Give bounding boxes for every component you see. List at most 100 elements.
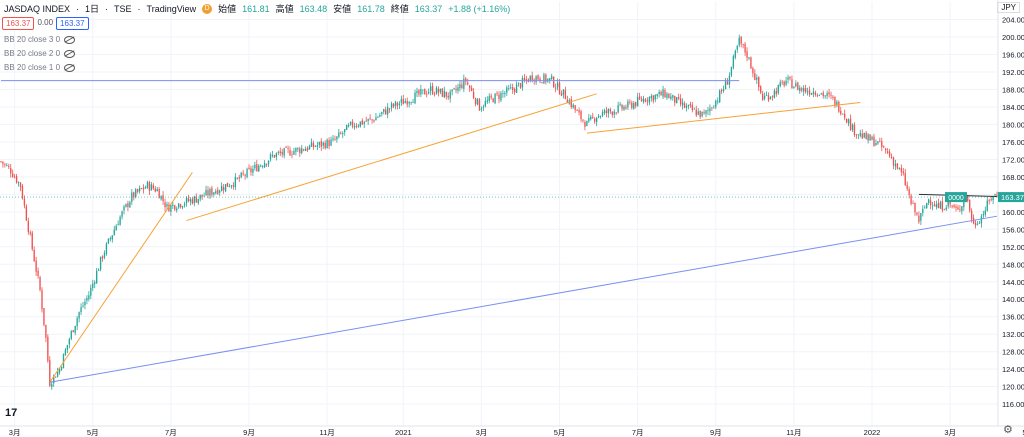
candle <box>111 235 113 240</box>
y-tick-label: 136.00 <box>1002 313 1024 322</box>
gear-icon[interactable]: ⚙ <box>1003 424 1013 436</box>
candle <box>107 238 110 244</box>
candle <box>685 105 688 108</box>
candle <box>144 187 147 189</box>
candle <box>539 78 541 82</box>
candle <box>638 96 641 99</box>
candle <box>525 78 528 80</box>
sell-price-box[interactable]: 163.37 <box>2 17 35 30</box>
candle <box>814 92 817 95</box>
candle <box>172 204 174 206</box>
candle <box>416 90 418 94</box>
candle <box>281 151 283 155</box>
symbol-name[interactable]: JASDAQ INDEX <box>4 3 71 14</box>
candle <box>910 195 912 204</box>
candle <box>726 81 729 85</box>
candle <box>760 86 762 93</box>
eye-hidden-icon[interactable] <box>64 35 76 44</box>
candle <box>6 165 8 167</box>
candle <box>898 167 901 169</box>
candle <box>164 202 166 208</box>
x-tick-label: 7月 <box>632 428 644 437</box>
candle <box>820 93 822 95</box>
candle <box>584 121 586 127</box>
candle <box>459 84 461 89</box>
interval-label[interactable]: 1日 <box>85 4 100 14</box>
candle <box>105 243 108 254</box>
candle <box>422 89 424 91</box>
candle <box>498 94 500 100</box>
candle <box>553 76 555 88</box>
candle <box>654 94 656 100</box>
candle <box>574 105 576 110</box>
candle <box>611 111 613 115</box>
candle <box>500 93 502 101</box>
candle <box>320 140 322 147</box>
y-tick-label: 132.00 <box>1002 330 1024 339</box>
candle <box>463 78 465 89</box>
candle <box>199 194 201 200</box>
y-tick-label: 172.00 <box>1002 155 1024 164</box>
candle <box>619 103 621 105</box>
candle <box>242 173 244 175</box>
candle <box>816 95 819 97</box>
indicator-label: BB 20 close 3 0 <box>4 35 61 44</box>
indicator-bb-1[interactable]: BB 20 close 1 0 <box>4 63 76 72</box>
candle <box>230 185 233 187</box>
candle <box>224 184 227 192</box>
y-tick-label: 204.00 <box>1002 15 1024 24</box>
candle <box>461 84 463 89</box>
candle <box>375 117 377 121</box>
eye-hidden-icon[interactable] <box>64 49 76 58</box>
y-tick-label: 144.00 <box>1002 278 1024 287</box>
candle <box>435 87 438 95</box>
candle <box>968 199 971 211</box>
candle <box>556 82 559 88</box>
candle <box>127 203 129 207</box>
indicator-bb-2[interactable]: BB 20 close 2 0 <box>4 49 76 58</box>
buy-price-box[interactable]: 163.37 <box>56 17 89 30</box>
candle <box>855 134 858 136</box>
candle <box>988 200 990 202</box>
indicator-bb-3[interactable]: BB 20 close 3 0 <box>4 35 76 44</box>
candle <box>808 90 811 95</box>
candle <box>937 202 940 209</box>
candle <box>775 91 778 95</box>
candle <box>470 87 473 92</box>
candle <box>896 163 899 169</box>
candle <box>929 200 932 205</box>
open-label: 始値 <box>218 4 237 14</box>
candle <box>385 109 387 115</box>
candle <box>345 125 348 130</box>
y-tick-label: 152.00 <box>1002 243 1024 252</box>
candle <box>29 232 31 234</box>
candle <box>720 89 723 92</box>
candle <box>326 139 328 149</box>
candle <box>763 96 766 99</box>
eye-hidden-icon[interactable] <box>64 63 76 72</box>
candle <box>279 151 281 153</box>
candle <box>181 206 184 208</box>
candle <box>474 98 477 105</box>
price-tag-code <box>945 192 967 203</box>
candle <box>27 220 30 232</box>
candle <box>148 182 151 191</box>
candle <box>871 136 873 140</box>
candle <box>515 84 518 93</box>
candle <box>769 96 772 100</box>
candle <box>844 113 846 118</box>
candle <box>150 184 153 191</box>
candle <box>13 176 16 178</box>
candle <box>207 190 209 196</box>
candle <box>97 269 100 271</box>
candle <box>595 117 598 123</box>
currency-selector[interactable]: JPY <box>997 2 1020 13</box>
candle <box>197 198 199 204</box>
candle <box>531 75 533 81</box>
candle <box>791 79 793 89</box>
candle <box>980 216 983 224</box>
candle <box>631 102 633 108</box>
candle <box>943 209 945 211</box>
close-value: 163.37 <box>414 3 443 14</box>
